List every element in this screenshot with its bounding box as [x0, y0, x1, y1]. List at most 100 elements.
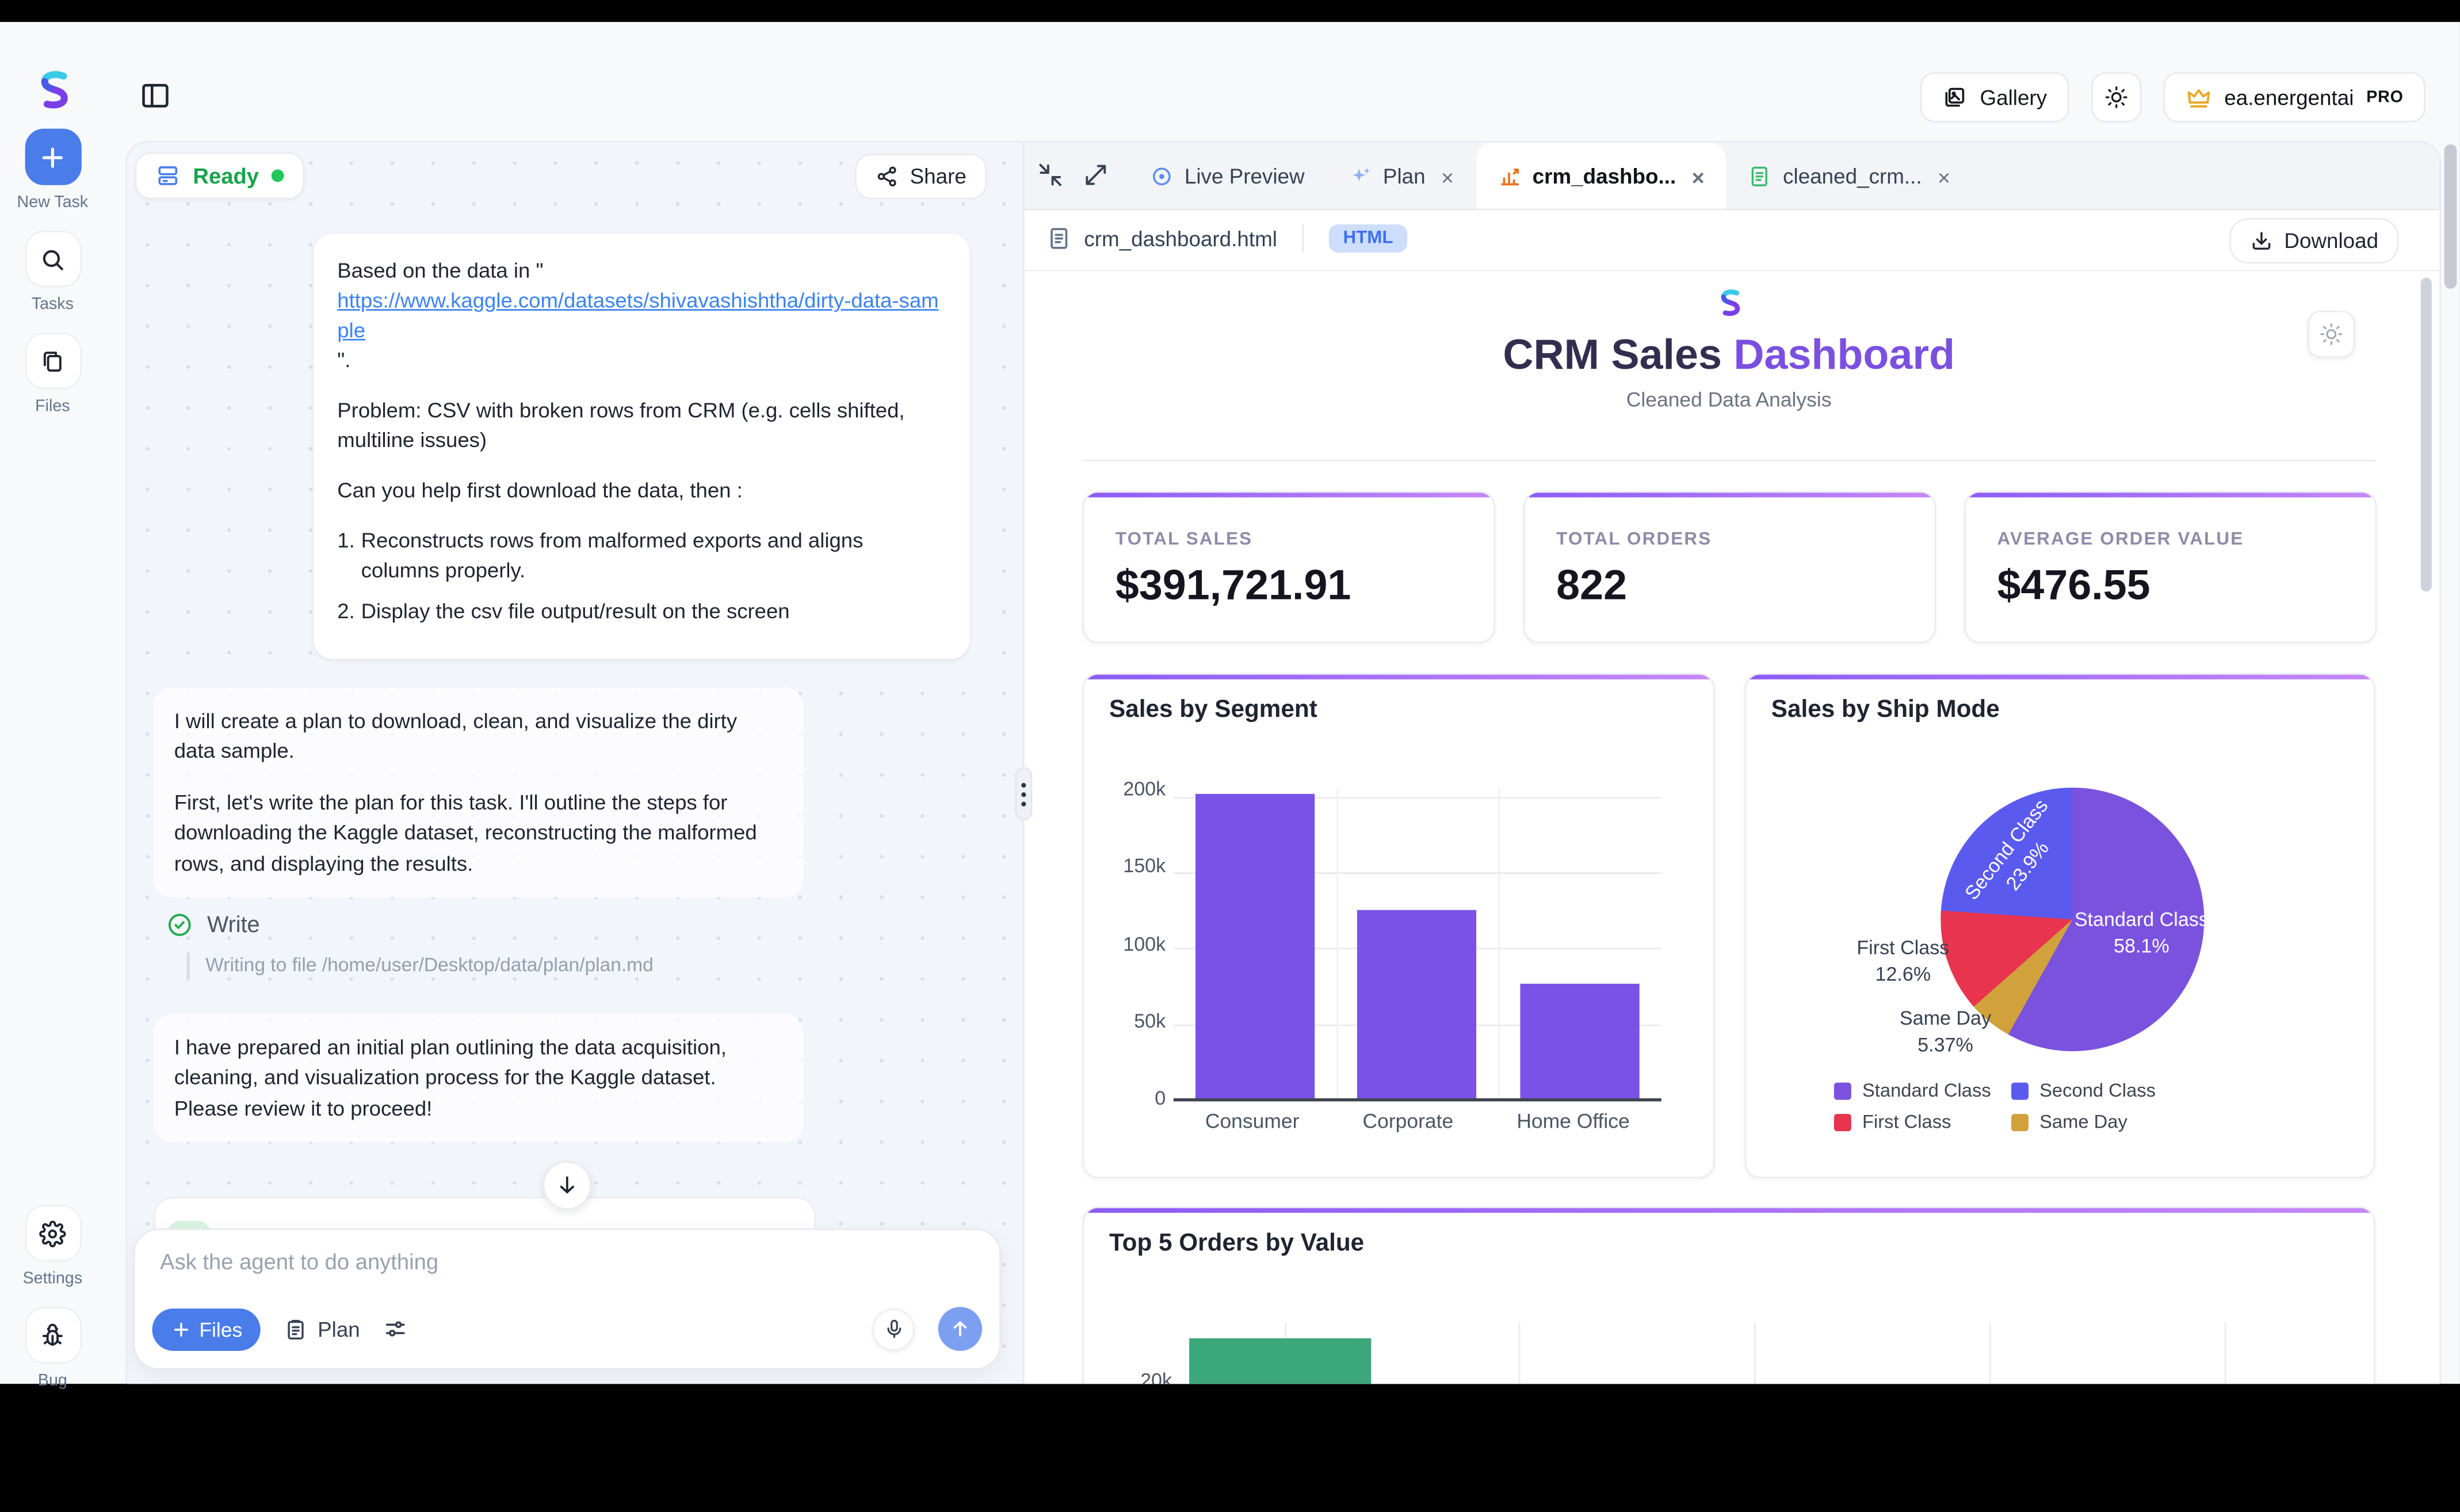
legend-item: First Class: [1833, 1110, 2011, 1133]
expand-icon[interactable]: [1083, 162, 1109, 188]
plus-icon: [37, 142, 67, 172]
tool-call-row[interactable]: Write: [166, 911, 260, 938]
pie-legend: Standard Class Second Class First Class Sam…: [1833, 1079, 2156, 1133]
account-button[interactable]: ea.energentai PRO: [2163, 72, 2425, 123]
share-icon: [876, 165, 899, 188]
segment-bars: [1174, 788, 1661, 1100]
panel-divider: [1023, 143, 1025, 1384]
sparkles-icon: [1349, 165, 1372, 188]
preview-scrollbar-thumb[interactable]: [2420, 277, 2432, 592]
preview-panel: Live Preview Plan ×: [1024, 143, 2440, 1384]
y-tick: 200k: [1123, 778, 1166, 800]
sidebar-toggle-icon[interactable]: [140, 80, 171, 112]
tab-live-preview[interactable]: Live Preview: [1128, 143, 1327, 210]
files-button[interactable]: [24, 333, 81, 390]
mic-button[interactable]: [872, 1307, 915, 1350]
chart-file-icon: [1498, 165, 1522, 188]
tab-crm-dashboard[interactable]: crm_dashbo... ×: [1476, 143, 1726, 211]
settings-label: Settings: [22, 1269, 83, 1288]
list-item: 2. Display the csv file output/result on …: [337, 600, 790, 624]
check-circle-icon: [166, 911, 193, 938]
status-badge[interactable]: Ready: [135, 152, 305, 200]
sliders-icon[interactable]: [384, 1316, 409, 1342]
sun-icon: [2103, 85, 2129, 110]
copy-files-icon: [39, 348, 66, 374]
new-task-button[interactable]: [24, 128, 81, 185]
download-label: Download: [2284, 229, 2379, 253]
files-pill-label: Files: [199, 1317, 243, 1341]
send-button[interactable]: [938, 1307, 983, 1351]
divider: [1082, 460, 2375, 461]
panel-resize-handle[interactable]: [1015, 767, 1033, 821]
sidebar-rail: New Task Tasks Files: [0, 22, 105, 1390]
user-message-p1: Based on the data in " https://www.kaggl…: [337, 258, 939, 372]
plus-icon: [171, 1319, 191, 1339]
tab-strip: Live Preview Plan ×: [1024, 143, 2440, 211]
document-icon: [1046, 226, 1072, 251]
legend-swatch: [1833, 1082, 1851, 1099]
download-icon: [2249, 229, 2273, 253]
chart-sales-by-segment: Sales by Segment 200k 150k 100k 50k 0: [1082, 673, 1715, 1178]
y-tick: 0: [1155, 1087, 1166, 1109]
user-message-list: 1. Reconstructs rows from malformed expor…: [337, 526, 946, 627]
live-preview-icon: [1150, 165, 1174, 188]
user-message: Based on the data in " https://www.kaggl…: [314, 234, 970, 660]
brand-logo-icon: [35, 69, 72, 113]
x-category-label: Consumer: [1205, 1109, 1300, 1133]
y-tick: 150k: [1123, 855, 1166, 878]
tool-detail-text: Writing to file /home/user/Desktop/data/…: [205, 954, 654, 976]
theme-toggle-button[interactable]: [2091, 72, 2141, 123]
y-tick: 50k: [1134, 1010, 1166, 1032]
dashboard-title: CRM Sales Dashboard: [1503, 331, 1955, 379]
tab-cleaned-csv[interactable]: cleaned_crm... ×: [1726, 143, 1972, 210]
tab-plan[interactable]: Plan ×: [1327, 143, 1476, 210]
bug-button[interactable]: [24, 1307, 81, 1364]
status-dot: [271, 169, 284, 182]
share-label: Share: [910, 165, 967, 189]
share-button[interactable]: Share: [855, 154, 987, 200]
tasks-button[interactable]: [24, 230, 81, 288]
legend-item: Same Day: [2011, 1111, 2156, 1133]
divider: [1302, 224, 1304, 253]
close-tab-icon[interactable]: ×: [1691, 163, 1705, 189]
pie-label-first: First Class 12.6%: [1857, 937, 1950, 986]
legend-label: First Class: [1862, 1110, 1951, 1133]
clipboard-icon: [285, 1317, 308, 1341]
dashboard-settings-button[interactable]: [2308, 310, 2355, 358]
agent-message: I will create a plan to download, clean,…: [154, 687, 804, 898]
csv-file-icon: [1748, 165, 1772, 188]
bar-corporate: [1358, 909, 1477, 1100]
bar-home-office: [1520, 984, 1640, 1100]
account-name: ea.energentai: [2224, 85, 2354, 109]
file-header: crm_dashboard.html HTML Download: [1024, 210, 2440, 272]
user-message-ask: Can you help first download the data, th…: [337, 479, 743, 503]
gallery-button[interactable]: Gallery: [1920, 72, 2069, 123]
scroll-to-bottom-button[interactable]: [543, 1160, 592, 1210]
attach-files-button[interactable]: Files: [152, 1307, 261, 1350]
chat-input[interactable]: [160, 1248, 835, 1274]
tool-name: Write: [207, 912, 260, 938]
server-icon: [155, 163, 181, 189]
top-bar: Gallery ea.energentai PRO: [105, 22, 2460, 141]
plan-mode-button[interactable]: Plan: [285, 1317, 360, 1341]
download-button[interactable]: Download: [2229, 218, 2399, 264]
tool-detail: Writing to file /home/user/Desktop/data/…: [186, 952, 654, 978]
crown-icon: [2185, 84, 2211, 110]
settings-button[interactable]: [24, 1205, 81, 1262]
close-tab-icon[interactable]: ×: [1937, 163, 1951, 189]
tasks-label: Tasks: [31, 295, 74, 314]
stat-card-total-sales: TOTAL SALES $391,721.91: [1082, 491, 1495, 644]
chat-panel: Ready Share Based on the data in " https…: [127, 143, 1023, 1384]
pro-badge: PRO: [2366, 87, 2404, 107]
chat-input-card: Files Plan: [133, 1228, 1001, 1370]
collapse-icon[interactable]: [1037, 162, 1064, 188]
x-axis-labels: Consumer Corporate Home Office: [1174, 1109, 1661, 1133]
gallery-label: Gallery: [1980, 85, 2048, 109]
kaggle-link[interactable]: https://www.kaggle.com/datasets/shivavas…: [337, 288, 939, 342]
gear-icon: [39, 1220, 66, 1247]
close-tab-icon[interactable]: ×: [1441, 163, 1454, 189]
legend-swatch: [2011, 1082, 2029, 1099]
app-scrollbar-thumb[interactable]: [2444, 144, 2457, 289]
chart-top5-orders: Top 5 Orders by Value 20k: [1082, 1206, 2375, 1384]
